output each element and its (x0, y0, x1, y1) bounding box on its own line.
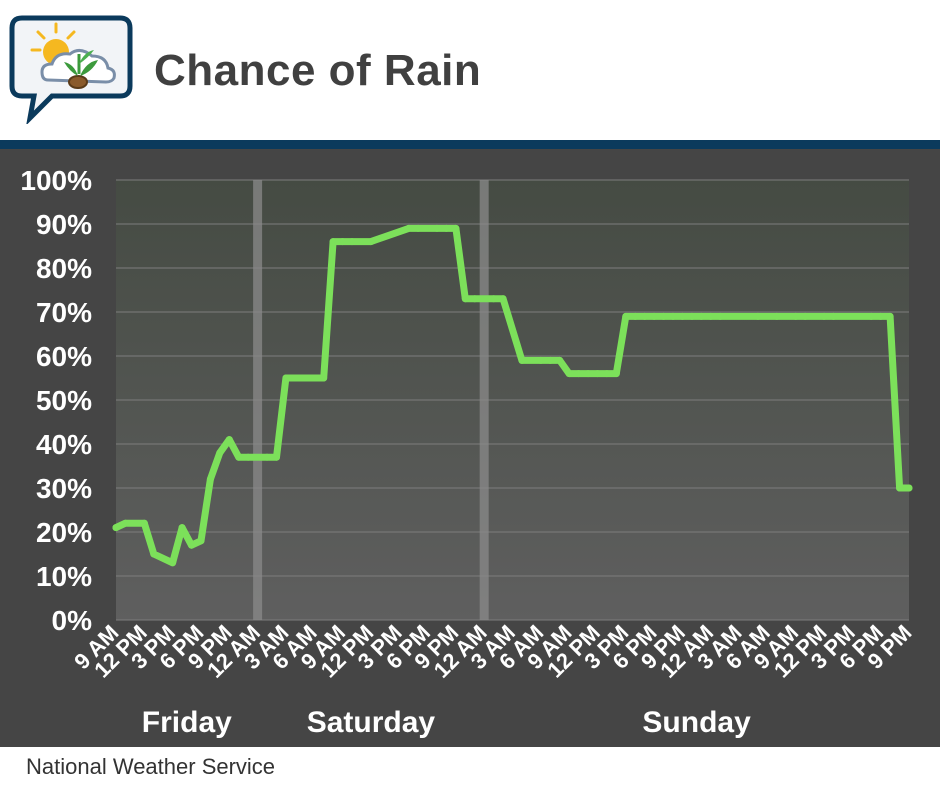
data-point (792, 312, 800, 320)
data-point (197, 537, 205, 545)
chart-panel: 0% 10% 20% 30% 40% 50% 60% 70% 80% 90% 100% 9 AM 12… (0, 149, 940, 747)
data-point (348, 238, 356, 246)
data-point (518, 356, 526, 364)
data-point (896, 484, 904, 492)
data-point (593, 370, 601, 378)
data-point (688, 312, 696, 320)
y-tick-label: 60% (36, 341, 92, 372)
data-point (905, 484, 913, 492)
data-point (754, 312, 762, 320)
weather-logo-icon (9, 15, 133, 124)
data-point (669, 312, 677, 320)
data-point (291, 374, 299, 382)
data-point (622, 312, 630, 320)
series-layer (112, 224, 913, 567)
data-point (225, 436, 233, 444)
day-dividers (253, 180, 489, 620)
data-point (631, 312, 639, 320)
data-point (829, 312, 837, 320)
data-point (641, 312, 649, 320)
day-labels: Friday Saturday Sunday (142, 706, 751, 739)
data-point (471, 295, 479, 303)
page-title: Chance of Rain (154, 46, 482, 95)
data-point (188, 541, 196, 549)
y-tick-label: 20% (36, 517, 92, 548)
y-tick-label: 10% (36, 561, 92, 592)
data-point (773, 312, 781, 320)
data-point (339, 238, 347, 246)
data-point (886, 312, 894, 320)
grid-lines (116, 179, 909, 621)
data-point (329, 238, 337, 246)
day-label: Friday (142, 706, 232, 739)
data-point (367, 238, 375, 246)
header-divider-band (0, 140, 940, 149)
data-point (546, 356, 554, 364)
data-point (235, 453, 243, 461)
data-point (660, 312, 668, 320)
data-point (263, 453, 271, 461)
data-point (584, 370, 592, 378)
data-point (272, 453, 280, 461)
data-point (121, 519, 129, 527)
y-tick-label: 50% (36, 385, 92, 416)
data-point (867, 312, 875, 320)
data-point (537, 356, 545, 364)
data-point (499, 295, 507, 303)
data-point (697, 312, 705, 320)
data-point (282, 374, 290, 382)
data-point (452, 224, 460, 232)
data-point (603, 370, 611, 378)
data-point (575, 370, 583, 378)
y-tick-label: 0% (52, 605, 93, 636)
data-point (140, 519, 148, 527)
data-point (716, 312, 724, 320)
data-point (414, 224, 422, 232)
data-point (707, 312, 715, 320)
data-point (320, 374, 328, 382)
source-credit: National Weather Service (26, 754, 276, 779)
rain-chance-chart: 0% 10% 20% 30% 40% 50% 60% 70% 80% 90% 100% 9 AM12… (20, 165, 916, 739)
header: Chance of Rain (0, 0, 940, 140)
day-label: Saturday (307, 706, 436, 739)
data-point (650, 312, 658, 320)
y-tick-label: 100% (20, 165, 92, 196)
y-tick-label: 70% (36, 297, 92, 328)
data-point (490, 295, 498, 303)
y-tick-label: 30% (36, 473, 92, 504)
data-point (244, 453, 252, 461)
data-point (877, 312, 885, 320)
y-tick-label: 40% (36, 429, 92, 460)
data-point (216, 449, 224, 457)
data-point (678, 312, 686, 320)
data-point (556, 356, 564, 364)
data-point (461, 295, 469, 303)
data-point (178, 524, 186, 532)
data-point (612, 370, 620, 378)
data-point (206, 475, 214, 483)
day-label: Sunday (642, 706, 751, 739)
data-point (442, 224, 450, 232)
y-tick-label: 80% (36, 253, 92, 284)
data-point (433, 224, 441, 232)
data-point (112, 524, 120, 532)
data-point (801, 312, 809, 320)
y-axis-tick-labels: 0% 10% 20% 30% 40% 50% 60% 70% 80% 90% 100% (20, 165, 92, 636)
data-point (820, 312, 828, 320)
data-point (565, 370, 573, 378)
data-point (405, 224, 413, 232)
data-point (169, 559, 177, 567)
y-tick-label: 90% (36, 209, 92, 240)
data-point (150, 550, 158, 558)
